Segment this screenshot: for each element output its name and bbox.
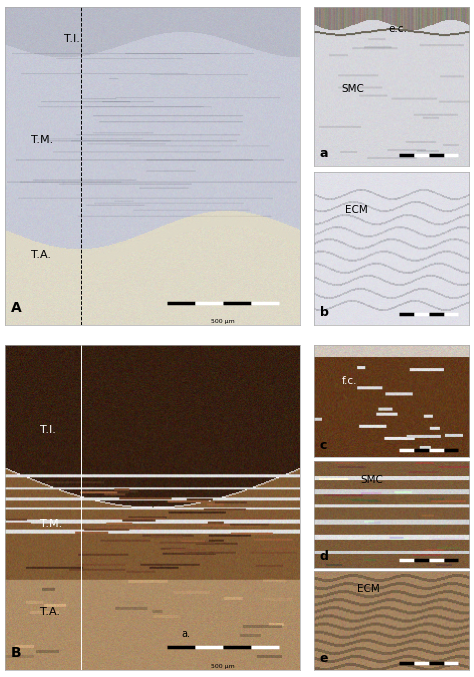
Text: B: B (10, 647, 21, 661)
Text: a.: a. (182, 630, 191, 640)
Text: ECM: ECM (345, 205, 367, 215)
Text: 500 μm: 500 μm (211, 663, 235, 669)
Text: SMC: SMC (342, 85, 365, 95)
Text: SMC: SMC (360, 475, 383, 485)
Text: T.I.: T.I. (40, 424, 56, 435)
Text: A: A (10, 301, 21, 315)
Text: T.M.: T.M. (31, 135, 54, 146)
Text: c: c (320, 439, 327, 452)
Text: e: e (320, 652, 328, 665)
Text: ECM: ECM (357, 584, 380, 594)
Text: d: d (320, 550, 329, 563)
Text: T.I.: T.I. (64, 34, 80, 43)
Text: a: a (320, 146, 328, 160)
Text: T.A.: T.A. (40, 607, 60, 617)
Text: T.M.: T.M. (40, 519, 63, 529)
Text: f.c.: f.c. (342, 376, 357, 386)
Text: e.c.: e.c. (388, 24, 407, 34)
Text: T.A.: T.A. (31, 250, 51, 260)
Text: 500 μm: 500 μm (211, 319, 235, 324)
Text: b: b (320, 306, 329, 319)
